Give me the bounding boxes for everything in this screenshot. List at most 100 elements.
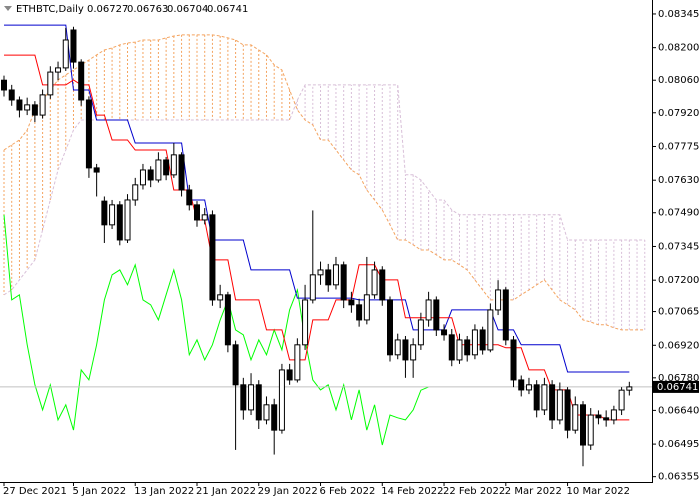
cloud-layer bbox=[3, 34, 646, 331]
x-tick-label: 14 Feb 2022 bbox=[381, 486, 443, 497]
candle-body bbox=[271, 404, 278, 431]
y-tick-label: 0.06780 bbox=[658, 373, 699, 384]
candle-body bbox=[24, 104, 31, 111]
candle-body bbox=[1, 79, 7, 91]
candle-body bbox=[132, 184, 139, 201]
candle-body bbox=[332, 264, 339, 286]
menu-icon bbox=[4, 6, 12, 11]
candle-body bbox=[564, 389, 571, 431]
candle-body bbox=[116, 204, 123, 241]
candle-body bbox=[340, 264, 347, 301]
candle-body bbox=[425, 299, 432, 321]
candle-body bbox=[178, 154, 185, 191]
candle-body bbox=[8, 89, 15, 101]
candle-body bbox=[626, 386, 633, 391]
candle-body bbox=[363, 294, 370, 321]
y-tick-label: 0.08060 bbox=[658, 75, 699, 86]
candle-body bbox=[278, 369, 285, 431]
candle-body bbox=[618, 389, 625, 411]
price-label-box bbox=[653, 380, 699, 393]
candle-body bbox=[31, 104, 38, 116]
y-tick-label: 0.08200 bbox=[658, 43, 699, 54]
candle-body bbox=[201, 214, 208, 221]
candle-body bbox=[309, 274, 316, 301]
header-close: 0.06741 bbox=[207, 4, 248, 15]
x-tick-label: 6 Feb 2022 bbox=[320, 486, 376, 497]
candle-body bbox=[417, 319, 424, 346]
candle-body bbox=[109, 204, 116, 226]
candle-body bbox=[255, 384, 262, 421]
y-tick-label: 0.06640 bbox=[658, 405, 699, 416]
candle-body bbox=[170, 154, 177, 176]
senkou-span-a bbox=[3, 34, 645, 331]
candle-body bbox=[572, 404, 579, 431]
candle-body bbox=[248, 384, 255, 411]
candle-body bbox=[603, 417, 610, 421]
candle-body bbox=[209, 214, 216, 301]
y-tick-label: 0.06920 bbox=[658, 340, 699, 351]
candle-body bbox=[55, 67, 62, 73]
candle-body bbox=[224, 294, 231, 346]
y-tick-label: 0.07490 bbox=[658, 208, 699, 219]
candle-body bbox=[356, 304, 363, 321]
candle-body bbox=[85, 99, 92, 169]
candle-body bbox=[471, 329, 478, 356]
candle-body bbox=[441, 329, 448, 336]
header-open: 0.06727 bbox=[87, 4, 128, 15]
candle-body bbox=[448, 334, 455, 361]
candle-body bbox=[387, 299, 393, 356]
candle-body bbox=[286, 369, 293, 381]
candle-body bbox=[549, 384, 556, 421]
candle-body bbox=[16, 99, 23, 111]
candle-body bbox=[325, 269, 332, 286]
y-tick-label: 0.07200 bbox=[658, 275, 699, 286]
x-tick-label: 13 Jan 2022 bbox=[134, 486, 194, 497]
y-tick-label: 0.07775 bbox=[658, 141, 699, 152]
y-tick-label: 0.06495 bbox=[658, 439, 699, 450]
candle-body bbox=[587, 414, 594, 446]
y-tick-label: 0.07065 bbox=[658, 307, 699, 318]
candle-body bbox=[302, 299, 309, 346]
candle-body bbox=[78, 61, 85, 101]
candle-body bbox=[410, 344, 417, 361]
chikou-span bbox=[3, 214, 429, 446]
x-tick-label: 10 Mar 2022 bbox=[567, 486, 630, 497]
x-tick-label: 21 Jan 2022 bbox=[196, 486, 256, 497]
x-tick-label: 2 Mar 2022 bbox=[505, 486, 562, 497]
candle-body bbox=[379, 269, 386, 301]
candle-body bbox=[556, 389, 563, 421]
candle-body bbox=[93, 167, 100, 173]
candle-body bbox=[371, 269, 378, 296]
candle-body bbox=[456, 339, 463, 361]
y-tick-label: 0.07920 bbox=[658, 108, 699, 119]
candle-body bbox=[62, 39, 69, 69]
candle-body bbox=[101, 200, 108, 226]
candle-body bbox=[186, 189, 193, 206]
header-high: 0.06763 bbox=[127, 4, 168, 15]
x-tick-label: 27 Dec 2021 bbox=[3, 486, 67, 497]
y-tick-label: 0.07630 bbox=[658, 175, 699, 186]
candle-body bbox=[294, 344, 301, 381]
candle-body bbox=[70, 29, 77, 63]
candle-body bbox=[495, 289, 502, 311]
candle-body bbox=[47, 71, 54, 96]
candle-body bbox=[541, 384, 548, 411]
candles-layer bbox=[1, 26, 633, 467]
candle-body bbox=[394, 339, 401, 356]
candle-body bbox=[533, 384, 540, 411]
header-low: 0.06704 bbox=[167, 4, 208, 15]
candle-body bbox=[518, 379, 525, 391]
tenkan-sen bbox=[4, 54, 630, 421]
candle-body bbox=[39, 94, 46, 116]
candle-body bbox=[464, 339, 471, 356]
candle-body bbox=[317, 269, 324, 276]
candle-body bbox=[580, 404, 586, 446]
x-tick-label: 22 Feb 2022 bbox=[443, 486, 505, 497]
x-tick-label: 29 Jan 2022 bbox=[258, 486, 318, 497]
chart-title: ETHBTC,Daily bbox=[16, 4, 84, 15]
candle-body bbox=[595, 414, 602, 419]
y-tick-label: 0.06355 bbox=[658, 472, 699, 483]
y-tick-label: 0.08345 bbox=[658, 9, 699, 20]
